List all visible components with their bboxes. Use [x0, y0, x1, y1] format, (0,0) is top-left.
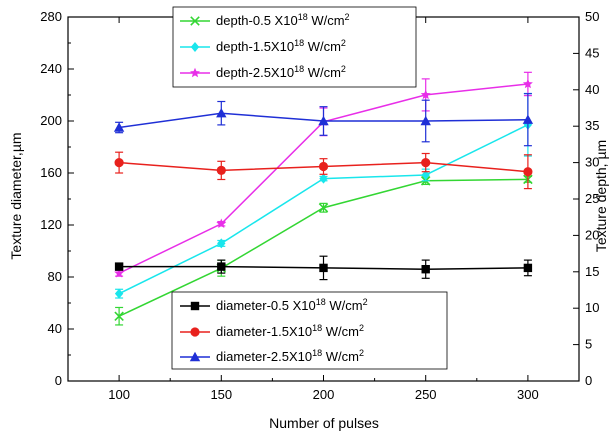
data-point	[318, 202, 329, 213]
legend-marker	[190, 42, 200, 52]
data-point	[217, 262, 226, 271]
y-left-tick-label: 40	[48, 321, 62, 336]
legend-label: depth-2.5X1018 W/cm2	[216, 64, 346, 80]
data-point	[216, 165, 226, 175]
legend-marker	[190, 327, 200, 337]
y-left-tick-label: 200	[40, 113, 62, 128]
y-left-tick-label: 0	[55, 373, 62, 388]
y-right-tick-label: 25	[585, 191, 599, 206]
y-left-tick-label: 80	[48, 269, 62, 284]
data-point	[420, 115, 431, 126]
y-right-tick-label: 0	[585, 373, 592, 388]
data-point	[113, 122, 125, 132]
data-point	[114, 158, 124, 168]
data-point	[114, 268, 125, 278]
y-right-tick-label: 15	[585, 264, 599, 279]
data-point	[421, 158, 431, 168]
legends-group: depth-0.5 X1018 W/cm2 depth-1.5X1018 W/cm…	[171, 6, 448, 370]
y-right-tick-label: 20	[585, 227, 599, 242]
legend-label: depth-0.5 X1018 W/cm2	[216, 12, 350, 28]
data-point	[522, 114, 534, 124]
legend-marker	[190, 16, 200, 26]
data-point	[114, 311, 124, 321]
axes-group: 100 150 200 250 300 0 40 80 120 160 200 240 280 0 5 10 1…	[40, 9, 599, 402]
data-point	[216, 218, 227, 228]
x-tick-label: 300	[517, 387, 539, 402]
y-left-tick-label: 160	[40, 165, 62, 180]
y-right-tick-label: 40	[585, 82, 599, 97]
data-point	[522, 78, 533, 89]
y-left-tick-label: 280	[40, 9, 62, 24]
y-axis-right-title: Texture depth, µm	[593, 140, 609, 252]
series-1	[114, 151, 533, 190]
y-right-tick-label: 10	[585, 300, 599, 315]
data-point	[319, 173, 328, 184]
legend-label: depth-1.5X1018 W/cm2	[216, 38, 346, 54]
x-tick-label: 100	[108, 387, 130, 402]
data-point	[523, 263, 533, 273]
y-right-tick-label: 35	[585, 118, 599, 133]
data-point	[318, 161, 329, 172]
series-0	[114, 255, 533, 281]
legend-label: diameter-0.5 X1018 W/cm2	[216, 297, 368, 313]
series-layer	[113, 71, 534, 326]
data-point	[217, 238, 226, 249]
series-2	[113, 93, 534, 147]
legend-bottom-box	[171, 291, 448, 370]
y-right-tick-label: 30	[585, 155, 599, 170]
legend-label: diameter-1.5X1018 W/cm2	[216, 323, 364, 339]
y-axis-left-title: Texture diameter,µm	[8, 132, 24, 259]
x-tick-label: 150	[210, 387, 232, 402]
legend-label: diameter-2.5X1018 W/cm2	[216, 348, 364, 364]
legend-bottom: diameter-0.5 X1018 W/cm2 diameter-1.5X101…	[171, 291, 448, 370]
data-point	[523, 167, 533, 177]
y-right-tick-label: 5	[585, 337, 592, 352]
y-left-tick-label: 120	[40, 217, 62, 232]
legend-top: depth-0.5 X1018 W/cm2 depth-1.5X1018 W/cm…	[172, 6, 417, 88]
x-tick-label: 250	[415, 387, 437, 402]
legend-marker	[190, 67, 200, 78]
data-point	[421, 265, 430, 274]
x-axis-title: Number of pulses	[269, 415, 379, 431]
data-point	[420, 89, 431, 100]
data-point	[318, 115, 329, 126]
y-left-tick-label: 240	[40, 61, 62, 76]
data-point	[319, 263, 328, 273]
data-point	[114, 288, 124, 299]
data-point	[421, 169, 430, 180]
y-right-tick-label: 45	[585, 45, 599, 60]
x-tick-label: 200	[313, 387, 335, 402]
legend-marker	[189, 351, 201, 362]
data-point	[216, 108, 227, 118]
legend-marker	[190, 301, 200, 311]
legend-top-box	[172, 6, 417, 88]
data-point	[114, 262, 124, 271]
y-right-tick-label: 50	[585, 9, 599, 24]
